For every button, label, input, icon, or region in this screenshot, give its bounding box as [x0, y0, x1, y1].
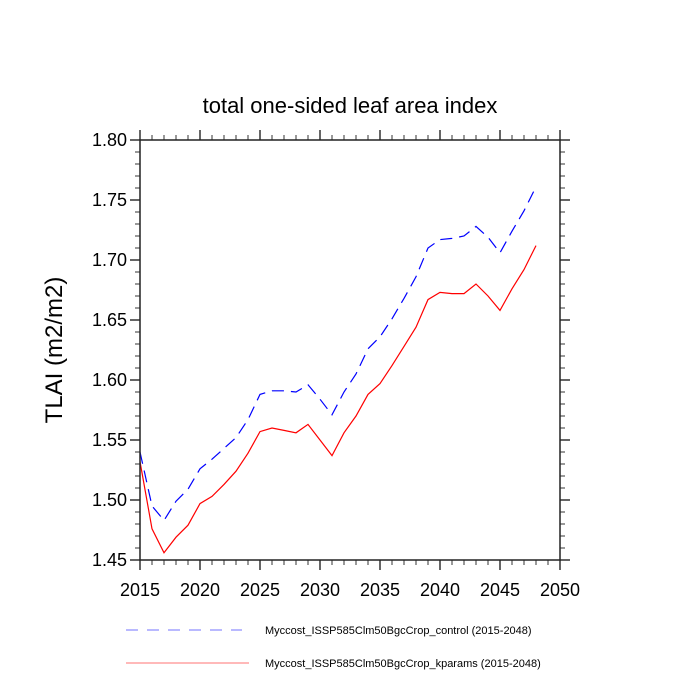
x-tick-label: 2045: [480, 580, 520, 600]
y-tick-label: 1.60: [92, 370, 127, 390]
y-tick-label: 1.65: [92, 310, 127, 330]
chart-title: total one-sided leaf area index: [203, 93, 498, 118]
legend: Myccost_ISSP585Clm50BgcCrop_control (201…: [126, 625, 541, 670]
x-tick-label: 2035: [360, 580, 400, 600]
legend-label: Myccost_ISSP585Clm50BgcCrop_control (201…: [265, 625, 532, 637]
x-tick-label: 2030: [300, 580, 340, 600]
x-tick-label: 2020: [180, 580, 220, 600]
legend-label: Myccost_ISSP585Clm50BgcCrop_kparams (201…: [265, 658, 541, 670]
y-tick-label: 1.50: [92, 490, 127, 510]
series-line-control: [139, 186, 537, 522]
series-lines: [139, 186, 537, 554]
series-line-kparams: [139, 245, 537, 554]
y-tick-label: 1.45: [92, 550, 127, 570]
y-tick-label: 1.75: [92, 190, 127, 210]
axis-ticks: 2015 2020 2025 2030 2035 2040 2045 2050 1.45 1.50…: [92, 130, 580, 600]
x-tick-label: 2015: [120, 580, 160, 600]
x-tick-label: 2025: [240, 580, 280, 600]
plot-frame: [139, 139, 561, 561]
y-tick-label: 1.80: [92, 130, 127, 150]
y-tick-label: 1.70: [92, 250, 127, 270]
x-tick-label: 2040: [420, 580, 460, 600]
y-tick-label: 1.55: [92, 430, 127, 450]
y-axis-label: TLAI (m2/m2): [41, 277, 68, 424]
x-tick-label: 2050: [540, 580, 580, 600]
